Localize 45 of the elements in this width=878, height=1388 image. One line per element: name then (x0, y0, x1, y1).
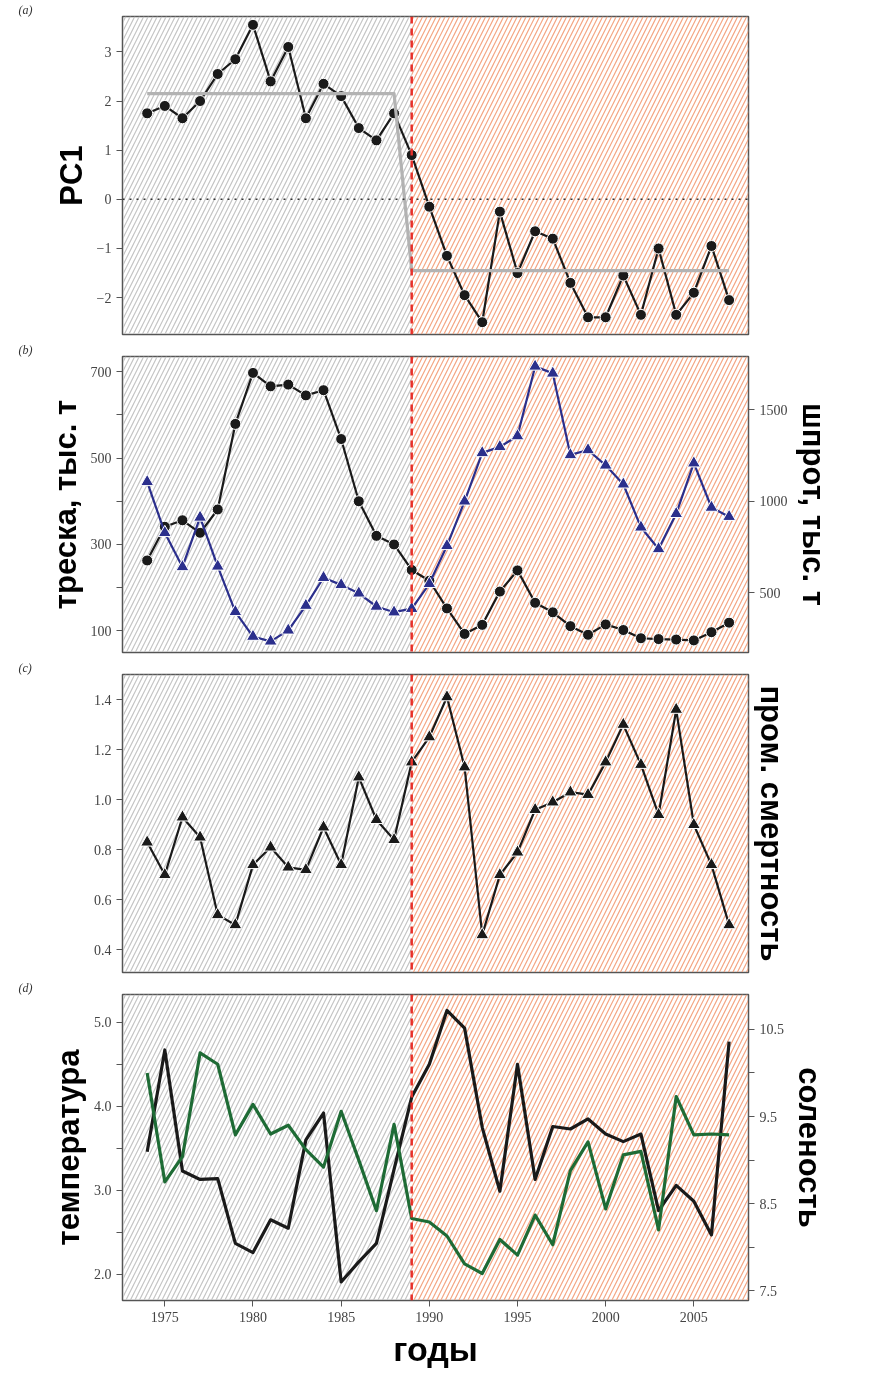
y2-tick-label: 10.5 (759, 1022, 784, 1038)
y-tick-label: 0.8 (94, 842, 112, 858)
y-tick-label: 2 (104, 94, 112, 110)
x-tick-label: 1995 (503, 1309, 532, 1325)
y2-tick-label: 8.5 (759, 1196, 777, 1212)
y2-axis-title: соленость (792, 1067, 827, 1228)
y-tick-label: 1.0 (94, 792, 112, 808)
y2-tick-label: 7.5 (759, 1283, 777, 1299)
y-tick-label: 700 (90, 364, 112, 380)
y-tick-label: 4.0 (94, 1099, 112, 1115)
y-tick-label: 1.2 (94, 742, 112, 758)
y-tick-label: 500 (90, 451, 112, 467)
y-tick-label: 5.0 (94, 1015, 112, 1031)
x-tick-label: 1980 (238, 1309, 267, 1325)
y-tick-label: 3.0 (94, 1183, 112, 1199)
x-tick-label: 1985 (327, 1309, 356, 1325)
y2-tick-label: 1000 (759, 494, 788, 510)
y-tick-label: 0 (104, 192, 112, 208)
text: (d) (18, 980, 33, 995)
y2-tick-label: 500 (759, 585, 781, 601)
text: (a) (18, 2, 33, 17)
y-tick-label: 100 (90, 623, 112, 639)
text: (b) (18, 342, 33, 357)
y-tick-label: −2 (96, 290, 112, 306)
y-tick-label: 1.4 (94, 692, 112, 708)
y-tick-label: 1 (104, 143, 112, 159)
y-axis-title: PC1 (53, 145, 89, 206)
x-tick-label: 1990 (415, 1309, 444, 1325)
y-tick-label: 2.0 (94, 1267, 112, 1283)
x-tick-label: 1975 (150, 1309, 179, 1325)
y-tick-label: 0.4 (94, 942, 112, 958)
y-axis-title: температура (51, 1048, 86, 1246)
x-axis-title: годы (393, 1329, 478, 1368)
y-tick-label: 0.6 (94, 892, 112, 908)
y-tick-label: 3 (104, 44, 112, 60)
y2-tick-label: 1500 (759, 402, 788, 418)
x-tick-label: 2000 (591, 1309, 620, 1325)
y2-tick-label: 9.5 (759, 1109, 777, 1125)
y-tick-label: 300 (90, 537, 112, 553)
y2-axis-title: шпрот, тыс. т (795, 402, 831, 607)
text: (c) (18, 660, 32, 675)
y-tick-label: −1 (96, 241, 112, 257)
y2-axis-title: пром. смертность (753, 685, 789, 962)
x-tick-label: 2005 (679, 1309, 708, 1325)
y-axis-title: треска, тыс. т (47, 399, 83, 610)
